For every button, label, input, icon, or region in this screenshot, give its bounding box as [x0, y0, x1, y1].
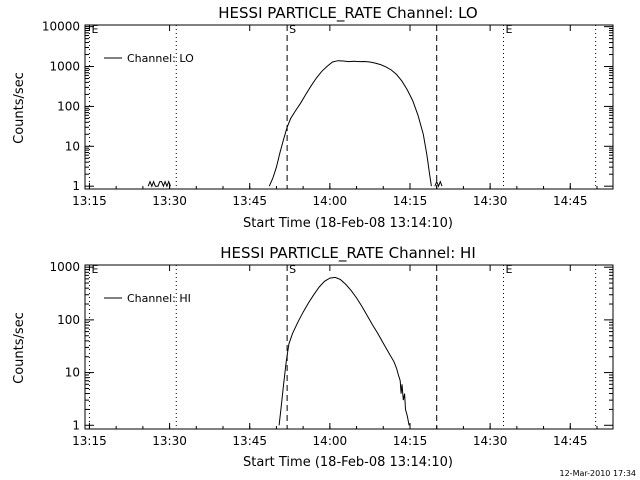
x-tick-label-lo: 13:30 — [152, 194, 187, 208]
y-tick-label-lo: 100 — [57, 99, 80, 113]
chart-title-hi: HESSI PARTICLE_RATE Channel: HI — [220, 244, 476, 263]
series-line-hi — [278, 276, 410, 426]
x-axis-label-lo: Start Time (18-Feb-08 13:14:10) — [243, 216, 453, 231]
y-axis-label-lo: Counts/sec — [12, 72, 27, 144]
x-tick-label-lo: 13:15 — [72, 194, 107, 208]
marker-label-lo: S — [289, 23, 296, 36]
x-tick-label-hi: 14:15 — [393, 434, 428, 448]
legend-hi: Channel: HI — [104, 292, 191, 305]
x-tick-label-lo: 14:30 — [473, 194, 508, 208]
legend-label-lo: Channel: LO — [127, 52, 194, 65]
x-tick-label-lo: 14:45 — [553, 194, 588, 208]
x-axis-label-hi: Start Time (18-Feb-08 13:14:10) — [243, 455, 453, 470]
plot-frame-lo — [84, 24, 614, 190]
marker-label-hi: E — [91, 263, 98, 276]
series-line-lo — [268, 60, 432, 187]
x-tick-label-hi: 14:00 — [313, 434, 348, 448]
y-tick-label-lo: 1 — [72, 179, 80, 193]
y-tick-label-hi: 10 — [65, 366, 80, 380]
marker-label-hi: S — [289, 263, 296, 276]
data-series-hi — [278, 276, 410, 426]
y-tick-label-hi: 1 — [72, 418, 80, 432]
x-tick-label-hi: 13:30 — [152, 434, 187, 448]
legend-label-hi: Channel: HI — [127, 292, 191, 305]
series-line-lo — [434, 180, 443, 188]
series-line-lo — [147, 180, 171, 188]
marker-label-lo: E — [91, 23, 98, 36]
chart-panel-lo: HESSI PARTICLE_RATE Channel: LO Start Ti… — [12, 4, 614, 231]
x-tick-label-lo: 14:15 — [393, 194, 428, 208]
y-tick-label-lo: 10 — [65, 139, 80, 153]
y-axis-label-hi: Counts/sec — [12, 312, 27, 384]
y-tick-label-hi: 100 — [57, 313, 80, 327]
x-tick-label-lo: 14:00 — [313, 194, 348, 208]
legend-lo: Channel: LO — [104, 52, 194, 65]
x-tick-label-hi: 13:45 — [232, 434, 267, 448]
marker-label-hi: E — [505, 263, 512, 276]
x-tick-label-hi: 14:30 — [473, 434, 508, 448]
x-tick-label-hi: 13:15 — [72, 434, 107, 448]
footer-timestamp: 12-Mar-2010 17:34 — [560, 469, 637, 478]
plot-frame-hi — [84, 264, 614, 430]
chart-title-lo: HESSI PARTICLE_RATE Channel: LO — [218, 4, 477, 23]
chart-panel-hi: HESSI PARTICLE_RATE Channel: HI Start Ti… — [12, 244, 614, 470]
y-tick-label-lo: 1000 — [49, 60, 80, 74]
y-tick-label-hi: 1000 — [49, 260, 80, 274]
axis-ticks-lo: 13:15 13:30 13:45 14:00 14:15 14:30 14:45 1 10 10… — [42, 20, 613, 208]
marker-label-lo: E — [505, 23, 512, 36]
y-tick-label-lo: 10000 — [42, 20, 80, 34]
x-tick-label-hi: 14:45 — [553, 434, 588, 448]
axis-ticks-hi: 13:15 13:30 13:45 14:00 14:15 14:30 14:45 1 10 10… — [49, 260, 613, 448]
data-series-lo — [147, 60, 443, 188]
x-tick-label-lo: 13:45 — [232, 194, 267, 208]
